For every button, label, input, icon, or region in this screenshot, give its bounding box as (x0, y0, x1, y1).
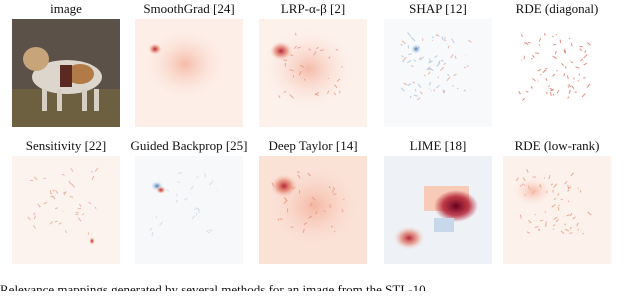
panel: Deep Taylor [14] (259, 138, 367, 264)
panel-label: Sensitivity [22] (26, 138, 107, 153)
panel-label: RDE (diagonal) (516, 1, 599, 16)
heat-stroke (524, 56, 525, 57)
panel: Guided Backprop [25] (131, 138, 248, 264)
panel: RDE (diagonal) (503, 1, 611, 127)
panel-label: image (50, 1, 82, 16)
heat-stroke (578, 188, 579, 189)
panel-label: RDE (low-rank) (515, 138, 600, 153)
panel-label: SHAP [12] (409, 1, 467, 16)
heat-stroke (453, 85, 454, 86)
heat-blob (145, 29, 225, 99)
heat-stroke (560, 40, 561, 44)
heat-blob (434, 190, 478, 222)
panel-label: Deep Taylor [14] (268, 138, 357, 153)
heat-stroke (571, 43, 572, 46)
dog-leg (82, 89, 87, 111)
panel-label: SmoothGrad [24] (143, 1, 234, 16)
heat-stroke (434, 89, 435, 92)
heat-stroke (55, 221, 58, 222)
heat-bg (12, 156, 120, 264)
panel: RDE (low-rank) (503, 138, 611, 264)
panel-label: LRP-α-β [2] (281, 1, 345, 16)
harness (60, 65, 72, 87)
dog-head (23, 47, 49, 71)
heat-stroke (541, 74, 542, 75)
ground (12, 89, 120, 127)
heat-stroke (557, 70, 558, 71)
heat-blob (269, 41, 293, 61)
heat-stroke (565, 66, 566, 68)
dog-leg (94, 89, 99, 111)
heat-stroke (289, 187, 291, 188)
heat-blob (411, 44, 421, 54)
panel: SHAP [12] (384, 1, 492, 127)
heat-blob (393, 226, 425, 250)
heat-blob (513, 176, 553, 206)
heat-stroke (546, 68, 548, 69)
caption: Relevance mappings generated by several … (0, 282, 426, 291)
heat-stroke (535, 53, 539, 54)
panel: LIME [18] (384, 138, 492, 264)
heat-blob (264, 29, 354, 109)
dog-leg (57, 89, 62, 111)
heat-stroke (578, 229, 579, 230)
lime-seg (434, 218, 454, 232)
heat-stroke (545, 33, 546, 36)
heat-stroke (457, 88, 458, 89)
heat-stroke (320, 50, 324, 51)
panel: image (12, 1, 120, 127)
heat-bg (135, 156, 243, 264)
heat-bg (503, 156, 611, 264)
heat-stroke (329, 186, 330, 188)
heat-blob (156, 186, 166, 194)
heat-stroke (524, 57, 525, 59)
panel: SmoothGrad [24] (135, 1, 243, 127)
panel-label: LIME [18] (410, 138, 467, 153)
heat-stroke (430, 69, 431, 70)
heat-stroke (280, 219, 283, 220)
heat-stroke (578, 81, 579, 82)
heat-blob (89, 237, 95, 245)
heat-stroke (568, 201, 569, 202)
heat-blob (148, 43, 162, 55)
heat-blob (264, 161, 364, 251)
panel: Sensitivity [22] (12, 138, 120, 264)
panel: LRP-α-β [2] (259, 1, 367, 127)
dog-leg (42, 89, 47, 111)
heat-stroke (283, 60, 287, 61)
heat-bg (503, 19, 611, 127)
panel-label: Guided Backprop [25] (131, 138, 248, 153)
